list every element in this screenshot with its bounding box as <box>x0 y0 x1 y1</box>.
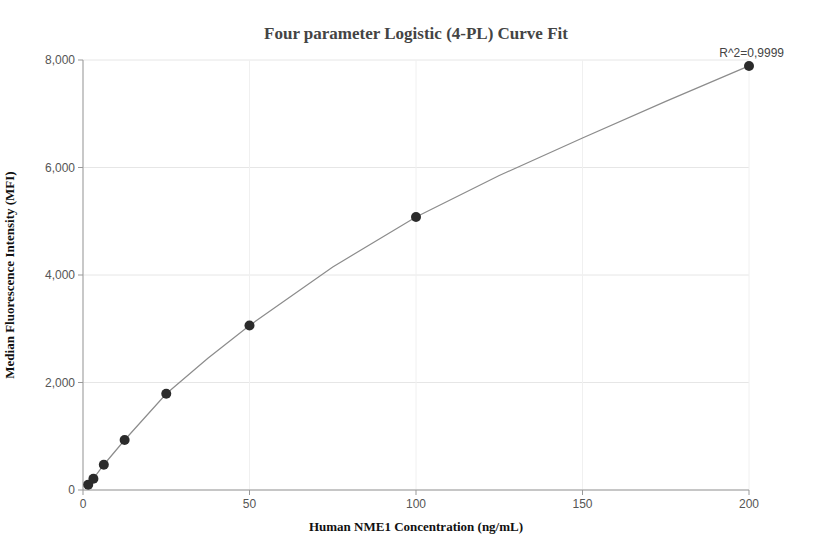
y-tick-label: 0 <box>68 483 75 497</box>
data-point <box>99 460 109 470</box>
plot-area <box>83 61 754 490</box>
x-tick-label: 200 <box>739 497 759 511</box>
x-tick-label: 100 <box>406 497 426 511</box>
x-tick-label: 50 <box>243 497 257 511</box>
x-tick <box>83 490 84 495</box>
y-tick-label: 4,000 <box>45 268 75 282</box>
y-tick-label: 8,000 <box>45 53 75 67</box>
y-tick <box>78 167 83 168</box>
x-tick-label: 0 <box>80 497 87 511</box>
y-tick <box>78 60 83 61</box>
data-point <box>88 474 98 484</box>
y-tick <box>78 382 83 383</box>
x-grid-line <box>749 60 750 490</box>
x-tick <box>749 490 750 495</box>
data-point <box>411 212 421 222</box>
x-grid-line <box>582 60 583 490</box>
x-tick <box>416 490 417 495</box>
annotation: R^2=0,9999 <box>719 46 784 60</box>
y-axis-label: Median Fluorescence Intensity (MFI) <box>2 171 17 378</box>
x-tick-label: 150 <box>572 497 592 511</box>
y-tick <box>78 490 83 491</box>
y-tick <box>78 275 83 276</box>
data-point <box>120 435 130 445</box>
data-point <box>245 321 255 331</box>
title: Four parameter Logistic (4-PL) Curve Fit <box>264 24 568 43</box>
chart: 0 2,000 4,000 6,000 8,000 0 50 100 150 200 Four pa… <box>0 0 832 560</box>
data-point <box>744 61 754 71</box>
y-tick-label: 6,000 <box>45 161 75 175</box>
x-axis-label: Human NME1 Concentration (ng/mL) <box>309 519 523 534</box>
x-tick <box>582 490 583 495</box>
x-grid-line <box>416 60 417 490</box>
data-point <box>161 389 171 399</box>
y-tick-label: 2,000 <box>45 376 75 390</box>
fit-curve <box>88 66 749 485</box>
x-grid-line <box>249 60 250 490</box>
x-tick <box>249 490 250 495</box>
